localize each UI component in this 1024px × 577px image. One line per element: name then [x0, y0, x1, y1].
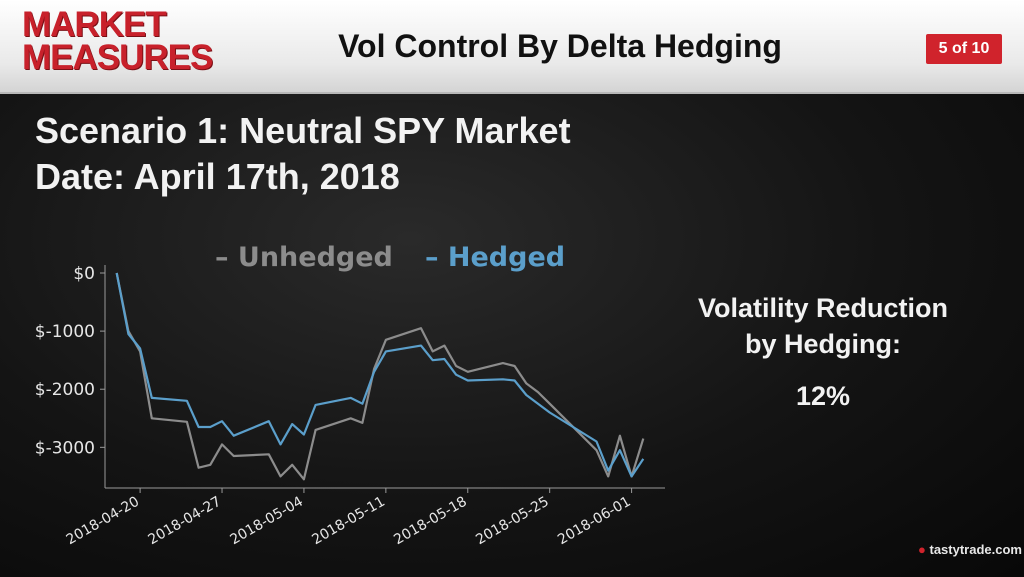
slide-body: Scenario 1: Neutral SPY Market Date: Apr… — [0, 94, 1024, 577]
x-tick-label: 2018-05-18 — [391, 494, 469, 549]
x-tick-label: 2018-05-25 — [473, 494, 551, 549]
slide-header: MARKET MEASURES Vol Control By Delta Hed… — [0, 0, 1024, 94]
x-tick-label: 2018-06-01 — [555, 494, 633, 549]
reduction-label-line-1: Volatility Reduction — [697, 293, 948, 323]
scenario-heading: Scenario 1: Neutral SPY Market — [35, 110, 571, 151]
x-tick-label: 2018-04-27 — [146, 494, 224, 549]
y-tick-label: $-2000 — [35, 380, 95, 400]
footer-logo-suffix: .com — [991, 542, 1022, 557]
x-tick-label: 2018-04-20 — [64, 494, 142, 549]
reduction-value: 12% — [795, 381, 851, 411]
slide-title: Vol Control By Delta Hedging — [338, 28, 782, 64]
series-line-unhedged — [115, 272, 645, 481]
legend-entry-hedged: – Hedged — [425, 242, 565, 273]
brand-line-1: MARKET — [22, 5, 167, 44]
pnl-line-chart: $0 $-1000 $-2000 $-3000 2018-04-20 2018-04-27… — [35, 242, 665, 549]
page-indicator-badge: 5 of 10 — [926, 34, 1002, 64]
legend-entry-unhedged: – Unhedged — [215, 242, 393, 273]
brand-logo: MARKET MEASURES — [22, 5, 232, 77]
brand-line-2: MEASURES — [22, 38, 213, 77]
x-tick-label: 2018-05-11 — [309, 494, 387, 549]
y-tick-label: $0 — [73, 264, 95, 284]
series-line-hedged — [115, 272, 645, 478]
x-tick-label: 2018-05-04 — [227, 494, 306, 549]
y-tick-label: $-1000 — [35, 322, 95, 342]
reduction-label-line-2: by Hedging: — [745, 329, 901, 359]
cherry-icon: ● — [918, 542, 926, 557]
date-heading: Date: April 17th, 2018 — [35, 156, 400, 197]
footer-logo-text: tastytrade — [929, 542, 992, 557]
y-tick-label: $-3000 — [35, 438, 95, 458]
tastytrade-logo: ● tastytrade.com — [918, 542, 1022, 557]
